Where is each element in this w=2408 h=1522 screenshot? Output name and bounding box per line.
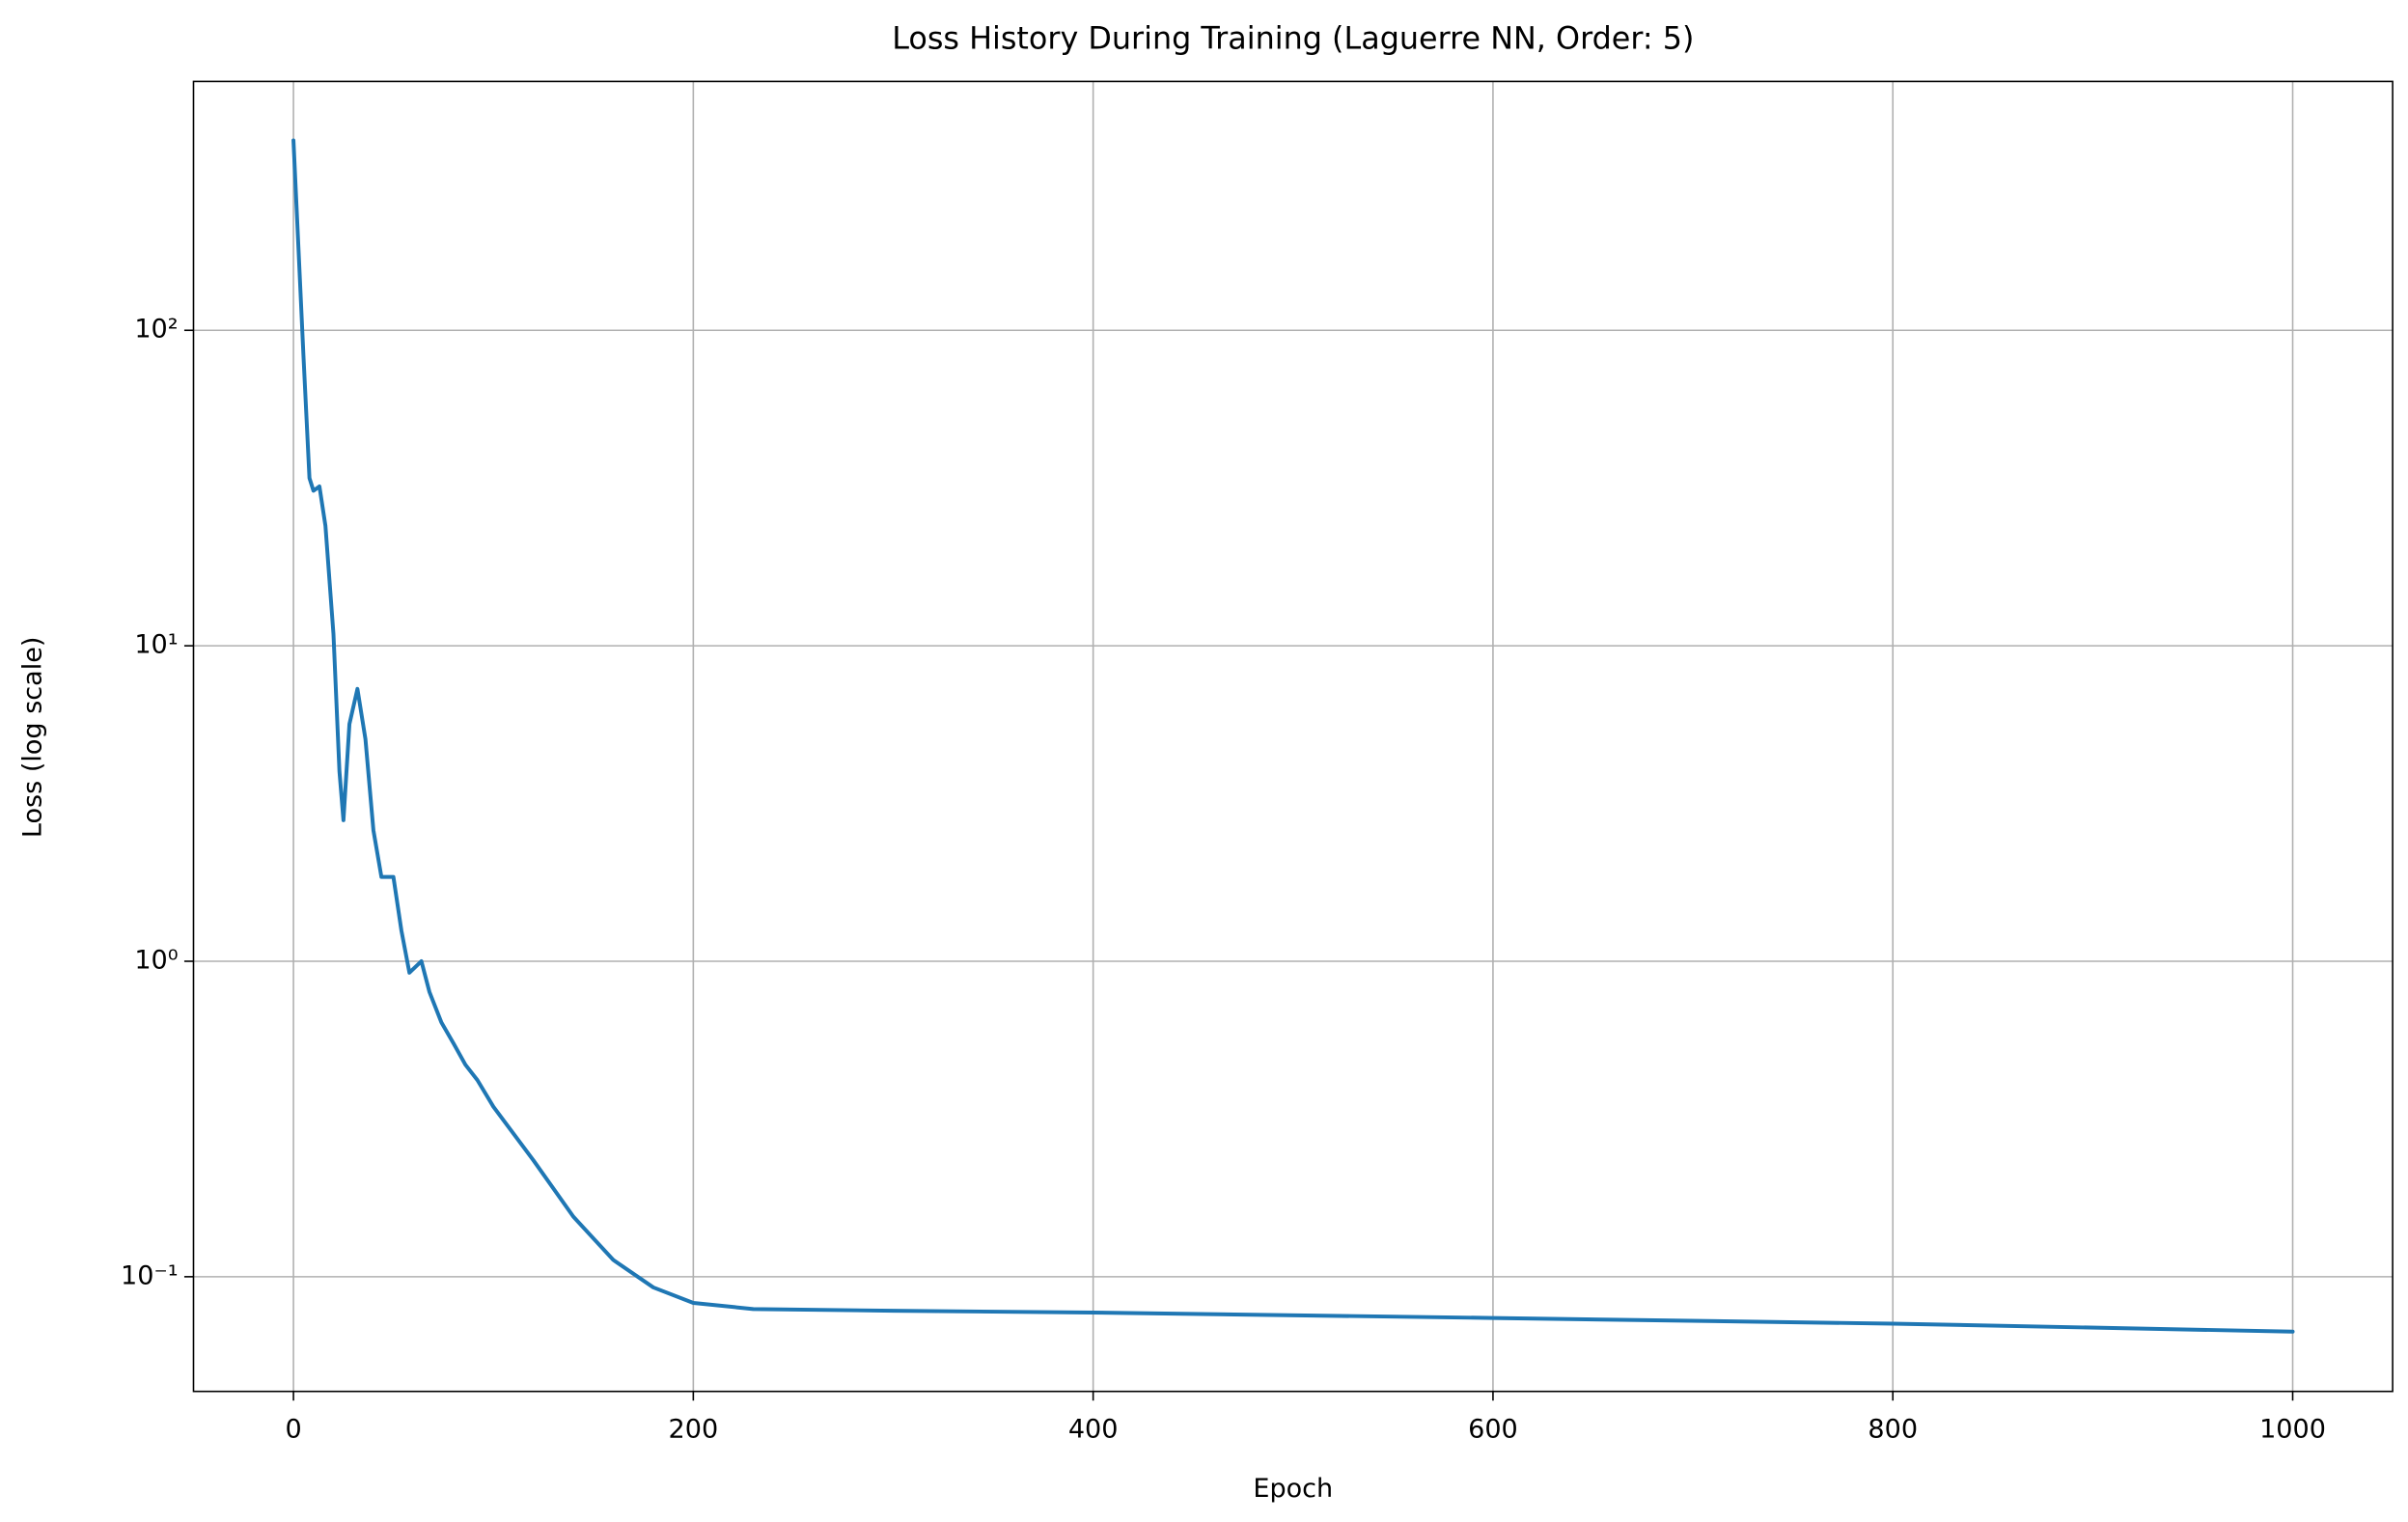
y-tick-label: 10¹ <box>134 630 178 660</box>
y-tick-label: 10² <box>134 315 178 345</box>
x-tick-label: 400 <box>1068 1414 1119 1444</box>
y-tick-label: 10⁻¹ <box>121 1260 179 1290</box>
chart-title: Loss History During Training (Laguerre N… <box>892 19 1694 56</box>
loss-line <box>291 138 2295 1334</box>
y-axis-label: Loss (log scale) <box>18 637 48 839</box>
plot-frame <box>192 80 2394 1393</box>
x-tick-label: 800 <box>1868 1414 1918 1444</box>
y-tick-label: 10⁰ <box>134 945 178 975</box>
x-tick-label: 0 <box>285 1414 301 1444</box>
x-tick-label: 1000 <box>2259 1414 2326 1444</box>
x-axis-label: Epoch <box>1253 1474 1333 1504</box>
x-tick-label: 600 <box>1468 1414 1518 1444</box>
x-tick-label: 200 <box>669 1414 719 1444</box>
